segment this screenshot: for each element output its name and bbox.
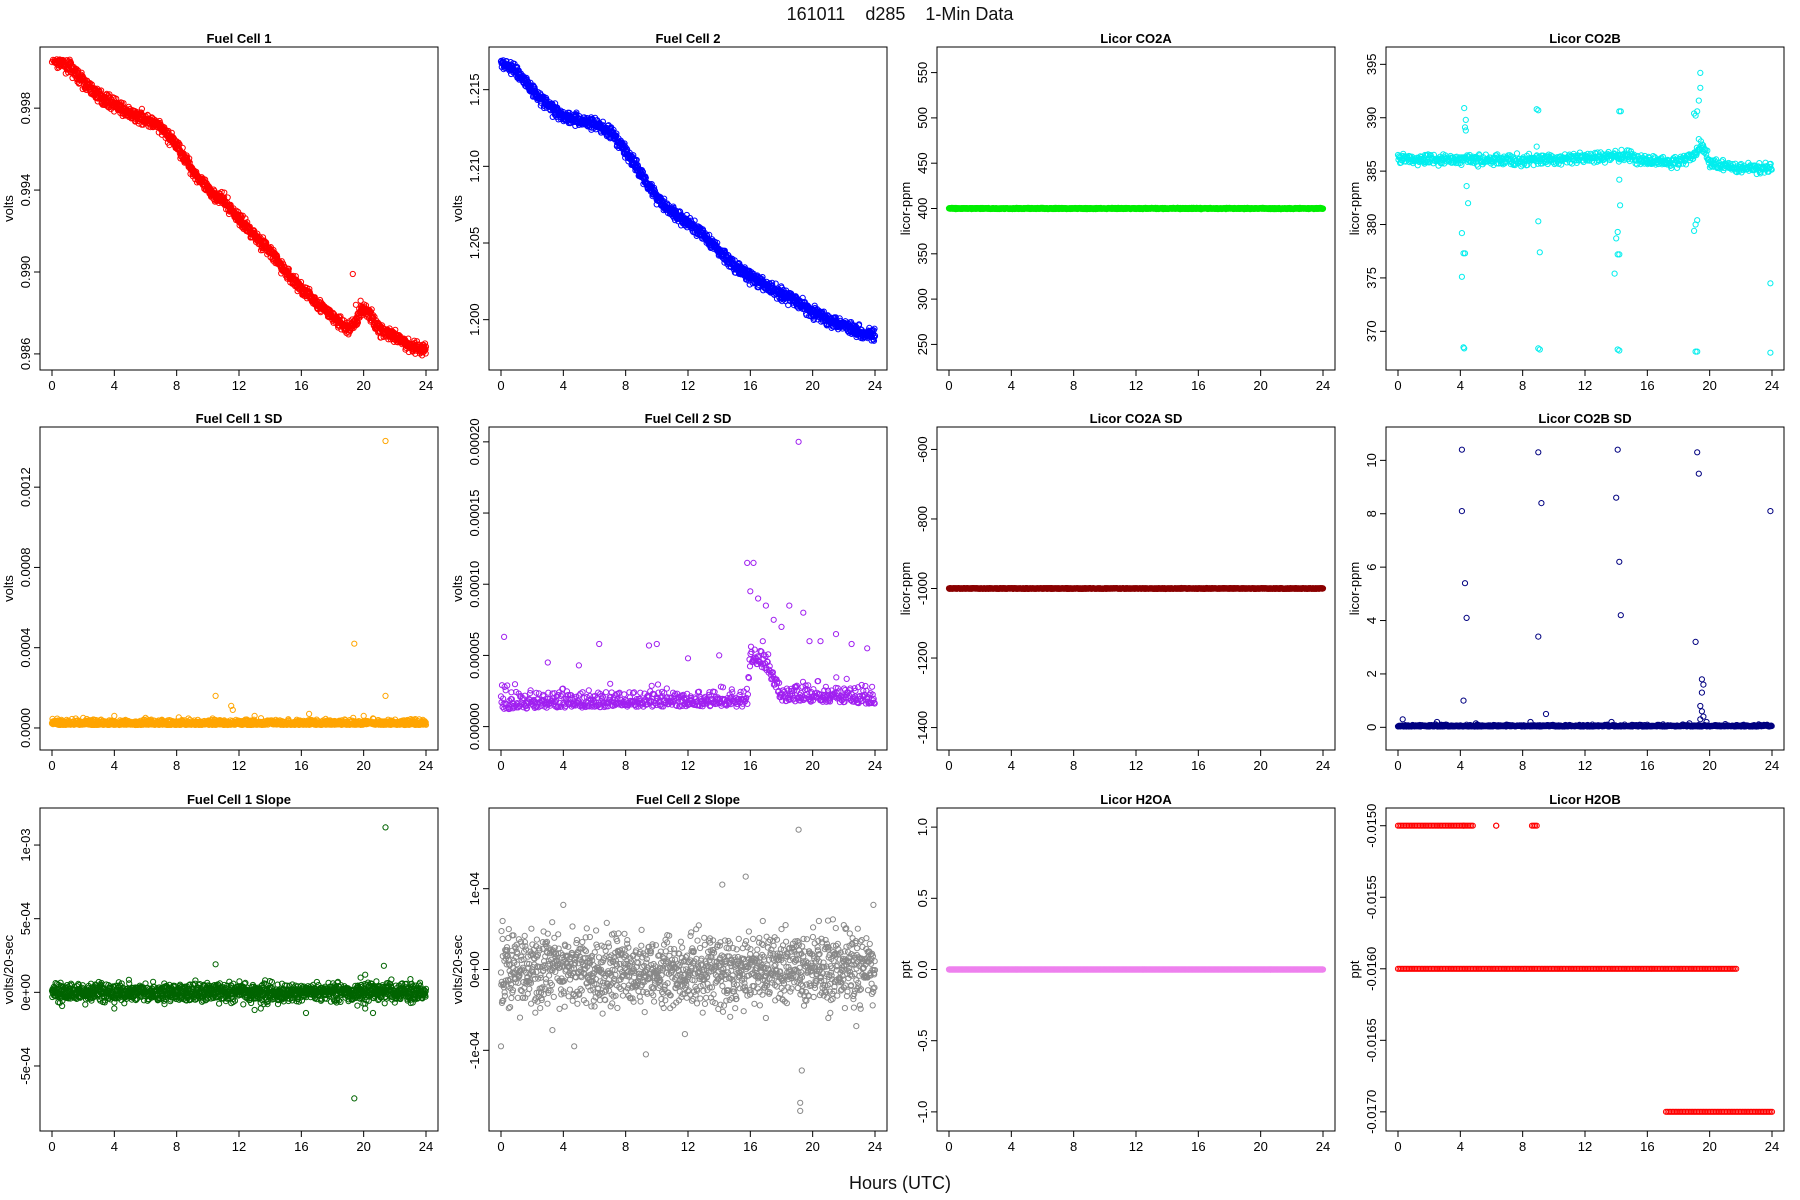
page-title: 161011 d285 1-Min Data (786, 4, 1014, 24)
data-point (357, 297, 364, 304)
y-tick-label: 550 (915, 62, 930, 84)
y-tick-label: 1.215 (467, 73, 482, 106)
x-tick-label: 0 (945, 378, 952, 393)
y-tick-label: 0.986 (18, 338, 33, 371)
y-tick-label: 0.998 (18, 92, 33, 125)
y-tick-label: 350 (915, 243, 930, 265)
y-tick-label: 375 (1364, 267, 1379, 289)
x-tick-label: 20 (1702, 378, 1716, 393)
y-tick-label: 0.994 (18, 174, 33, 207)
x-tick-label: 20 (356, 378, 370, 393)
panel-title: Licor CO2A (1100, 31, 1172, 46)
data-point (1513, 150, 1521, 157)
x-tick-label: 16 (1640, 378, 1654, 393)
x-tick-label: 8 (622, 378, 629, 393)
y-tick-label: 0.990 (18, 256, 33, 289)
x-tick-label: 0 (497, 378, 504, 393)
y-axis-label: licor-ppm (898, 182, 913, 235)
y-tick-label: 395 (1364, 53, 1379, 75)
data-point (349, 270, 356, 278)
x-tick-label: 12 (681, 378, 695, 393)
x-tick-label: 24 (419, 378, 433, 393)
y-tick-label: 250 (915, 334, 930, 356)
y-tick-label: 380 (1364, 214, 1379, 236)
panel-title: Fuel Cell 2 (655, 31, 720, 46)
x-tick-label: 0 (1394, 378, 1401, 393)
x-tick-label: 8 (1519, 378, 1526, 393)
x-tick-label: 24 (1316, 378, 1330, 393)
data-point (73, 66, 80, 73)
data-point (106, 91, 113, 98)
x-tick-label: 12 (1129, 378, 1143, 393)
y-axis-label: volts (450, 195, 465, 222)
x-tick-label: 0 (48, 378, 55, 393)
data-point (352, 301, 359, 308)
plot-frame (1385, 46, 1785, 371)
data-point (75, 67, 82, 74)
y-tick-label: 390 (1364, 107, 1379, 129)
x-tick-label: 4 (560, 378, 567, 393)
x-tick-label: 20 (1253, 378, 1267, 393)
panel-fc2: Fuel Cell 2 volts 0 4 8 12 16 20 24 1.200 1.205 1.2… (450, 31, 888, 393)
panel-title: Licor CO2B (1549, 31, 1621, 46)
series-points (1394, 69, 1775, 356)
y-tick-label: 300 (915, 288, 930, 310)
x-tick-label: 8 (173, 378, 180, 393)
x-tick-label: 12 (1578, 378, 1592, 393)
y-tick-label: 500 (915, 107, 930, 129)
series-points (48, 56, 430, 359)
x-tick-label: 16 (743, 378, 757, 393)
y-axis-label: volts (1, 195, 16, 222)
series-points (945, 204, 1327, 213)
y-tick-label: 450 (915, 152, 930, 174)
x-tick-label: 24 (868, 378, 882, 393)
y-axis-label: licor-ppm (1347, 182, 1362, 235)
series-points (497, 57, 879, 344)
y-tick-label: 370 (1364, 320, 1379, 342)
x-tick-label: 16 (294, 378, 308, 393)
panel-co2b: Licor CO2B licor-ppm 0 4 8 12 16 20 24 370 375 380 3… (1347, 31, 1785, 393)
x-tick-label: 24 (1765, 378, 1779, 393)
panel-co2a: Licor CO2A licor-ppm 0 4 8 12 16 20 24 250 300 350 4… (898, 31, 1336, 393)
x-tick-label: 8 (1070, 378, 1077, 393)
panel-title: Fuel Cell 1 (206, 31, 271, 46)
x-tick-label: 4 (1008, 378, 1015, 393)
y-tick-label: 1.205 (467, 227, 482, 260)
x-tick-label: 4 (1457, 378, 1464, 393)
x-tick-label: 20 (805, 378, 819, 393)
y-tick-label: 1.210 (467, 150, 482, 183)
y-tick-label: 385 (1364, 160, 1379, 182)
x-tick-label: 16 (1191, 378, 1205, 393)
x-tick-label: 4 (111, 378, 118, 393)
x-tick-label: 12 (232, 378, 246, 393)
y-tick-label: 400 (915, 198, 930, 220)
y-tick-label: 1.200 (467, 303, 482, 336)
panel-fc1: Fuel Cell 1 volts 0 4 8 12 16 20 24 0.986 0.990 0.9… (1, 31, 439, 393)
